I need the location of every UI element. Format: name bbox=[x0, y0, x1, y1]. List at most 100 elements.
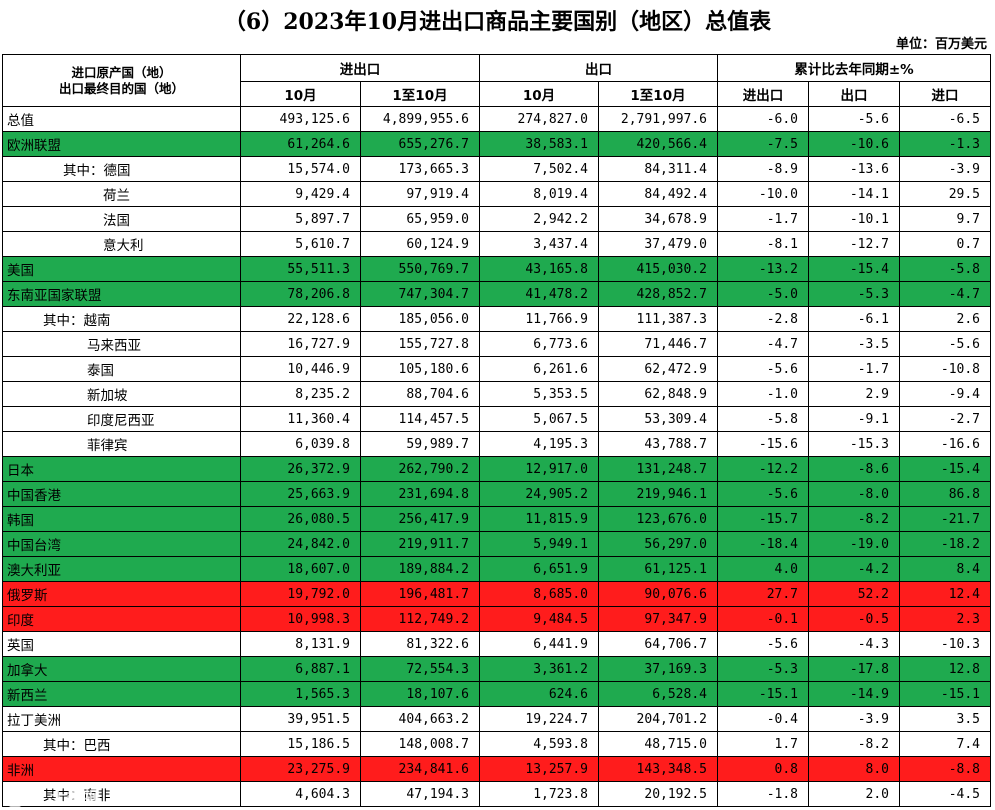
table-cell: 65,959.0 bbox=[361, 207, 480, 232]
table-cell: -6.5 bbox=[900, 107, 991, 132]
table-cell: 655,276.7 bbox=[361, 132, 480, 157]
header-corner-line1: 进口原产国（地） bbox=[3, 65, 240, 81]
table-row: 新加坡 8,235.2 88,704.6 5,353.5 62,848.9 -1.0 2.9… bbox=[3, 382, 991, 407]
table-cell: -0.5 bbox=[809, 607, 900, 632]
row-label: 荷兰 bbox=[3, 182, 241, 207]
table-cell: -4.7 bbox=[718, 332, 809, 357]
table-cell: -10.0 bbox=[718, 182, 809, 207]
table-row: 日本 26,372.9 262,790.2 12,917.0 131,248.7 -12.… bbox=[3, 457, 991, 482]
table-cell: 26,080.5 bbox=[241, 507, 361, 532]
table-cell: 24,905.2 bbox=[480, 482, 599, 507]
table-cell: -13.2 bbox=[718, 257, 809, 282]
page-title: （6）2023年10月进出口商品主要国别（地区）总值表 bbox=[0, 6, 995, 38]
table-cell: 81,322.6 bbox=[361, 632, 480, 657]
table-cell: 48,715.0 bbox=[599, 732, 718, 757]
watermark-logo-icon bbox=[4, 786, 26, 808]
row-label: 俄罗斯 bbox=[3, 582, 241, 607]
table-cell: 8,685.0 bbox=[480, 582, 599, 607]
table-row: 韩国 26,080.5 256,417.9 11,815.9 123,676.0 -15.… bbox=[3, 507, 991, 532]
table-cell: 256,417.9 bbox=[361, 507, 480, 532]
table-row: 俄罗斯 19,792.0 196,481.7 8,685.0 90,076.6 27.7 5… bbox=[3, 582, 991, 607]
row-label: 东南亚国家联盟 bbox=[3, 282, 241, 307]
table-cell: -9.4 bbox=[900, 382, 991, 407]
table-cell: 41,478.2 bbox=[480, 282, 599, 307]
table-cell: 19,224.7 bbox=[480, 707, 599, 732]
table-row: 其中：南非 4,604.3 47,194.3 1,723.8 20,192.5 -1.8 2… bbox=[3, 782, 991, 807]
table-cell: -12.2 bbox=[718, 457, 809, 482]
header-corner-line2: 出口最终目的国（地） bbox=[3, 81, 240, 97]
table-cell: 13,257.9 bbox=[480, 757, 599, 782]
table-cell: -9.1 bbox=[809, 407, 900, 432]
table-cell: -3.9 bbox=[809, 707, 900, 732]
table-cell: 2.9 bbox=[809, 382, 900, 407]
table-cell: -6.0 bbox=[718, 107, 809, 132]
table-cell: 84,311.4 bbox=[599, 157, 718, 182]
table-row: 拉丁美洲 39,951.5 404,663.2 19,224.7 204,701.2 -0… bbox=[3, 707, 991, 732]
table-cell: 274,827.0 bbox=[480, 107, 599, 132]
row-label: 其中：巴西 bbox=[3, 732, 241, 757]
table-cell: 1,723.8 bbox=[480, 782, 599, 807]
row-label: 印度尼西亚 bbox=[3, 407, 241, 432]
header-group-yoy: 累计比去年同期±% bbox=[718, 55, 991, 82]
table-row: 印度尼西亚 11,360.4 114,457.5 5,067.5 53,309.4 -5.… bbox=[3, 407, 991, 432]
table-cell: 43,788.7 bbox=[599, 432, 718, 457]
table-cell: 3,361.2 bbox=[480, 657, 599, 682]
table-cell: -14.9 bbox=[809, 682, 900, 707]
table-cell: -5.8 bbox=[718, 407, 809, 432]
table-cell: 8,235.2 bbox=[241, 382, 361, 407]
table-cell: 11,360.4 bbox=[241, 407, 361, 432]
table-cell: 747,304.7 bbox=[361, 282, 480, 307]
table-cell: 61,125.1 bbox=[599, 557, 718, 582]
table-cell: 185,056.0 bbox=[361, 307, 480, 332]
table-cell: 62,472.9 bbox=[599, 357, 718, 382]
table-cell: -5.0 bbox=[718, 282, 809, 307]
table-cell: -4.5 bbox=[900, 782, 991, 807]
row-label: 加拿大 bbox=[3, 657, 241, 682]
table-cell: 88,704.6 bbox=[361, 382, 480, 407]
table-cell: 493,125.6 bbox=[241, 107, 361, 132]
table-cell: 4,604.3 bbox=[241, 782, 361, 807]
table-cell: 71,446.7 bbox=[599, 332, 718, 357]
table-cell: 24,842.0 bbox=[241, 532, 361, 557]
table-cell: 4,899,955.6 bbox=[361, 107, 480, 132]
table-cell: 12.4 bbox=[900, 582, 991, 607]
table-cell: 6,261.6 bbox=[480, 357, 599, 382]
table-cell: -15.4 bbox=[809, 257, 900, 282]
table-cell: 5,067.5 bbox=[480, 407, 599, 432]
table-cell: 8.0 bbox=[809, 757, 900, 782]
row-label: 泰国 bbox=[3, 357, 241, 382]
table-cell: 624.6 bbox=[480, 682, 599, 707]
table-cell: -8.6 bbox=[809, 457, 900, 482]
table-cell: 6,441.9 bbox=[480, 632, 599, 657]
table-cell: -4.3 bbox=[809, 632, 900, 657]
table-cell: 39,951.5 bbox=[241, 707, 361, 732]
table-cell: 52.2 bbox=[809, 582, 900, 607]
table-cell: 6,651.9 bbox=[480, 557, 599, 582]
header-yoy-trade: 进出口 bbox=[718, 82, 809, 107]
table-cell: 5,610.7 bbox=[241, 232, 361, 257]
table-cell: 2,791,997.6 bbox=[599, 107, 718, 132]
table-cell: -21.7 bbox=[900, 507, 991, 532]
table-cell: 6,773.6 bbox=[480, 332, 599, 357]
table-cell: -8.1 bbox=[718, 232, 809, 257]
table-cell: -7.5 bbox=[718, 132, 809, 157]
table-row: 新西兰 1,565.3 18,107.6 624.6 6,528.4 -15.1 -14.9… bbox=[3, 682, 991, 707]
table-cell: 131,248.7 bbox=[599, 457, 718, 482]
table-row: 非洲 23,275.9 234,841.6 13,257.9 143,348.5 0.8 8… bbox=[3, 757, 991, 782]
table-cell: 6,887.1 bbox=[241, 657, 361, 682]
table-cell: 219,946.1 bbox=[599, 482, 718, 507]
table-cell: 3,437.4 bbox=[480, 232, 599, 257]
table-row: 中国香港 25,663.9 231,694.8 24,905.2 219,946.1 -5… bbox=[3, 482, 991, 507]
table-cell: -8.2 bbox=[809, 732, 900, 757]
table-cell: 112,749.2 bbox=[361, 607, 480, 632]
table-cell: 2.3 bbox=[900, 607, 991, 632]
table-cell: 1.7 bbox=[718, 732, 809, 757]
row-label: 澳大利亚 bbox=[3, 557, 241, 582]
table-cell: 550,769.7 bbox=[361, 257, 480, 282]
table-cell: 7.4 bbox=[900, 732, 991, 757]
table-cell: 97,347.9 bbox=[599, 607, 718, 632]
row-label: 非洲 bbox=[3, 757, 241, 782]
row-label: 日本 bbox=[3, 457, 241, 482]
table-row: 法国 5,897.7 65,959.0 2,942.2 34,678.9 -1.7 -10.… bbox=[3, 207, 991, 232]
table-cell: 2,942.2 bbox=[480, 207, 599, 232]
